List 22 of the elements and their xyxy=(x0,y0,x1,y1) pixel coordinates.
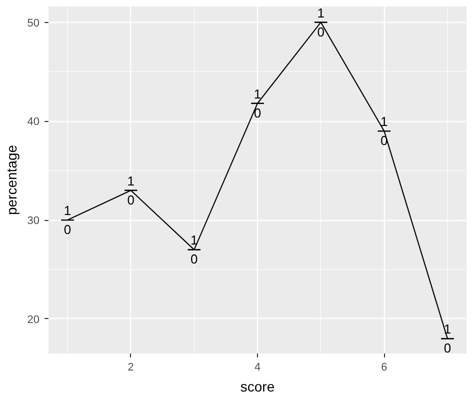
annotation: 1 xyxy=(254,86,262,102)
y-tick-label: 30 xyxy=(27,215,40,228)
x-axis-title: score xyxy=(240,378,275,394)
annotation: 1 xyxy=(64,203,72,218)
annotation: 1 xyxy=(127,173,134,188)
x-tick-label: 6 xyxy=(381,362,388,374)
y-tick-label: 50 xyxy=(27,17,40,30)
annotation: 0 xyxy=(127,192,134,208)
x-tick-label: 4 xyxy=(254,362,261,374)
annotation: 1 xyxy=(317,5,324,20)
x-tick-label: 2 xyxy=(128,362,134,374)
annotation: 0 xyxy=(190,252,198,267)
annotation: 0 xyxy=(64,222,72,238)
annotation: 1 xyxy=(444,322,452,337)
annotation: 1 xyxy=(380,114,388,130)
annotation: 0 xyxy=(444,340,452,356)
y-tick-label: 20 xyxy=(27,314,40,326)
annotation: 0 xyxy=(254,105,262,120)
y-tick-label: 40 xyxy=(27,116,40,128)
annotation: 0 xyxy=(317,24,324,40)
y-axis-title: percentage xyxy=(3,144,20,216)
annotation: 1 xyxy=(190,232,198,248)
